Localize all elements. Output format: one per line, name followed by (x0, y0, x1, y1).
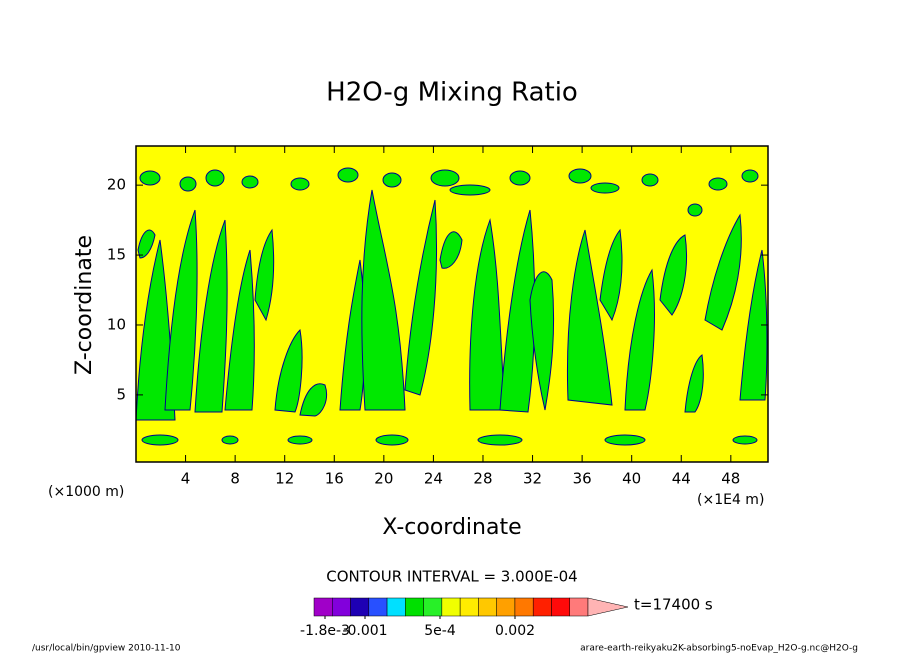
x-tick-label: 12 (275, 470, 294, 488)
colorbar-swatch (459, 597, 479, 617)
colorbar-swatch (405, 597, 424, 617)
x-tick-label: 28 (473, 470, 492, 488)
plot-frame (135, 145, 769, 463)
colorbar-swatch (423, 597, 443, 617)
x-tick-label: 36 (573, 470, 592, 488)
footer-left: /usr/local/bin/gpview 2010-11-10 (32, 644, 181, 654)
colorbar-swatch (478, 597, 497, 617)
colorbar-swatch (496, 597, 516, 617)
colorbar-swatch (441, 597, 461, 617)
x-tick-label: 40 (622, 470, 641, 488)
x-tick-label: 16 (325, 470, 344, 488)
colorbar-swatch (569, 597, 589, 617)
footer-right: arare-earth-reikyaku2K-absorbing5-noEvap… (580, 644, 858, 654)
y-axis-label: Z-coordinate (72, 235, 97, 375)
y-tick-label: 10 (107, 315, 126, 333)
colorbar-tick-label: -0.001 (342, 623, 387, 639)
colorbar-tick-label: 0.002 (495, 623, 535, 639)
contour-regions (136, 167, 768, 446)
x-tick-label: 32 (523, 470, 542, 488)
x-tick-label: 8 (230, 470, 240, 488)
y-tick-label: 20 (107, 176, 126, 194)
colorbar-swatch (350, 597, 370, 617)
colorbar-swatch (551, 597, 570, 617)
colorbar-tick-label: -1.8e-3 (300, 623, 350, 639)
colorbar-swatch (532, 597, 552, 617)
colorbar-swatch (368, 597, 388, 617)
x-unit-label: (×1E4 m) (697, 492, 764, 508)
colorbar-tick-label: 5e-4 (424, 623, 456, 639)
colorbar-swatch (514, 597, 534, 617)
chart-title: H2O-g Mixing Ratio (326, 78, 578, 108)
x-axis-label: X-coordinate (382, 515, 521, 540)
contour-interval: CONTOUR INTERVAL = 3.000E-04 (326, 568, 577, 586)
x-tick-label: 24 (424, 470, 443, 488)
colorbar-swatch (386, 597, 406, 617)
x-tick-label: 4 (181, 470, 191, 488)
colorbar-swatch (332, 597, 351, 617)
time-label: t=17400 s (634, 596, 713, 614)
x-tick-label: 44 (672, 470, 691, 488)
y-tick-label: 5 (116, 385, 126, 403)
y-tick-label: 15 (107, 246, 126, 264)
x-unit-label: (×1000 m) (48, 484, 124, 500)
x-tick-label: 20 (374, 470, 393, 488)
x-tick-label: 48 (721, 470, 740, 488)
colorbar-swatch (313, 597, 333, 617)
colorbar-extend (587, 597, 629, 617)
